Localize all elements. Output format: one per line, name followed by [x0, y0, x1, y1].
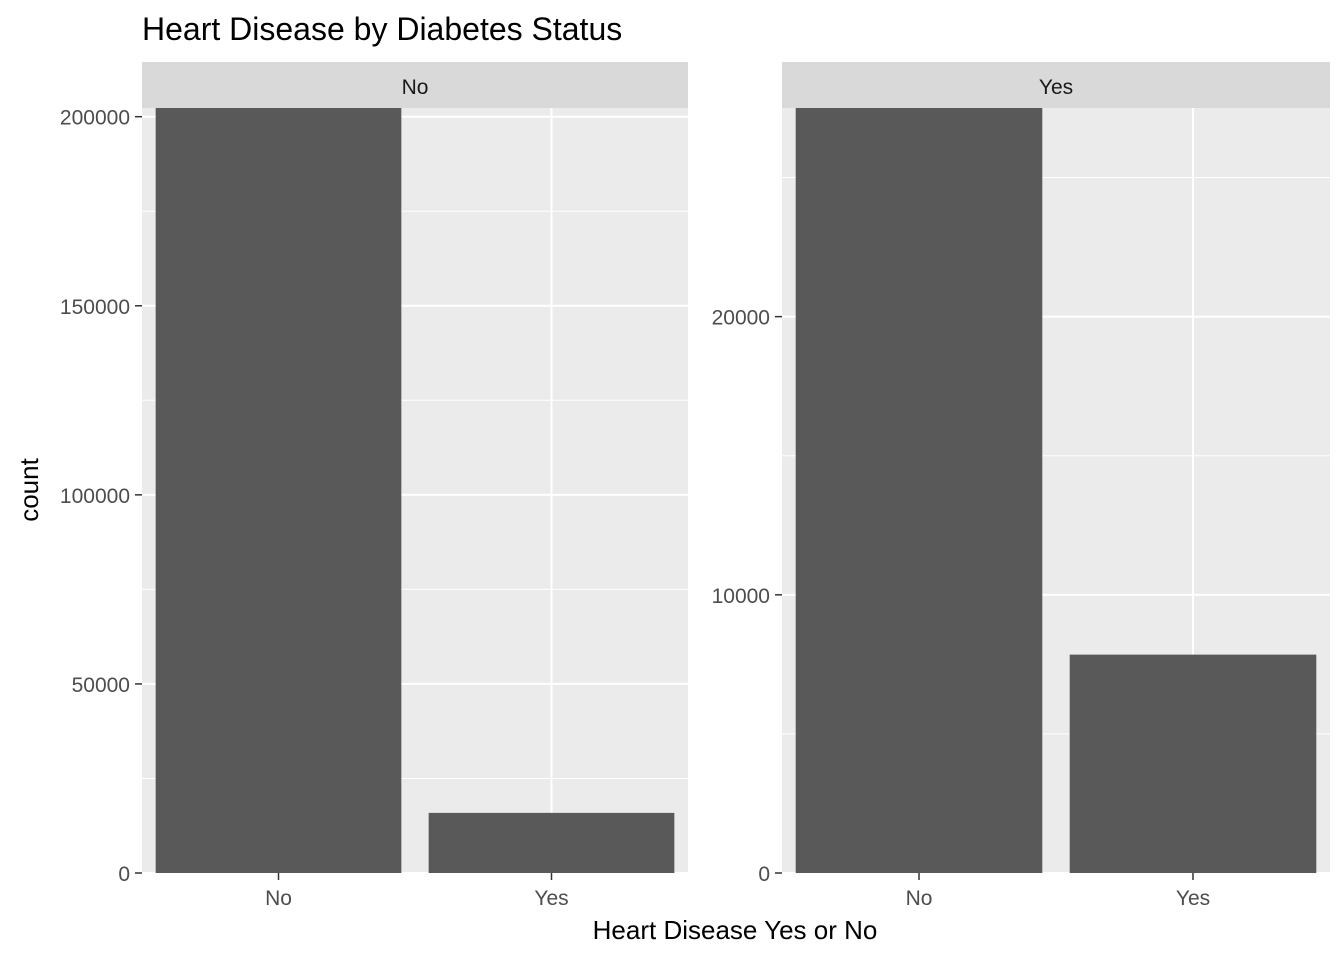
y-tick-label: 200000 — [60, 107, 130, 130]
y-tick-label: 100000 — [60, 485, 130, 508]
chart-title: Heart Disease by Diabetes Status — [142, 11, 622, 47]
y-tick-label: 0 — [118, 863, 130, 886]
y-tick-label: 10000 — [712, 585, 770, 608]
bar-yes — [1069, 654, 1317, 873]
x-axis-title: Heart Disease Yes or No — [593, 915, 878, 945]
y-tick-label: 150000 — [60, 296, 130, 319]
facet-panels: No 0 50000 100000 150000 200000 No Yes Yes 0 10000… — [60, 62, 1330, 910]
y-tick-label: 0 — [758, 863, 770, 886]
x-tick-label: Yes — [534, 887, 568, 910]
strip-label: Yes — [1039, 76, 1073, 99]
strip-background — [782, 62, 1330, 108]
x-tick-label: No — [906, 887, 933, 910]
bar-yes — [428, 812, 675, 873]
facet-panel-no: No 0 50000 100000 150000 200000 No Yes — [60, 62, 688, 910]
x-tick-label: Yes — [1176, 887, 1210, 910]
y-tick-label: 20000 — [712, 307, 770, 330]
bar-no — [795, 108, 1043, 873]
y-axis-title: count — [14, 457, 44, 521]
bar-no — [155, 108, 402, 873]
facet-panel-yes: Yes 0 10000 20000 No Yes — [712, 62, 1330, 910]
x-tick-label: No — [265, 887, 292, 910]
strip-label: No — [402, 76, 429, 99]
strip-background — [142, 62, 688, 108]
y-tick-label: 50000 — [72, 674, 130, 697]
